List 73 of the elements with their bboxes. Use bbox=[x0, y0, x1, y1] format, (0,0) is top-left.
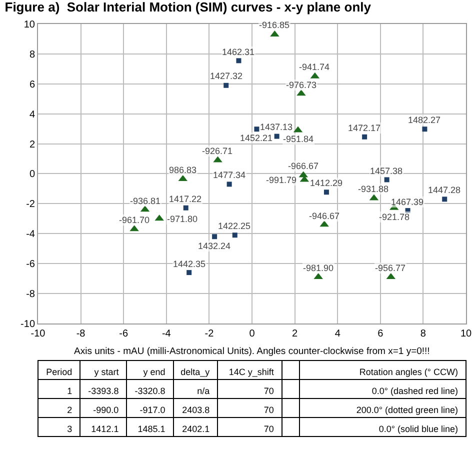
chart-title: Figure a) Solar Interial Motion (SIM) curves - x-y plane only bbox=[4, 0, 372, 14]
point bbox=[422, 126, 428, 132]
y-tick-label: 8 bbox=[29, 49, 36, 60]
y-tick-label: 6 bbox=[29, 79, 36, 90]
annotation: -936.81 bbox=[130, 196, 161, 206]
annotation: -976.73 bbox=[286, 80, 317, 90]
annotation: 1452.21 bbox=[240, 133, 273, 143]
annotation: 1442.35 bbox=[173, 259, 206, 269]
point bbox=[183, 205, 188, 210]
point bbox=[254, 126, 260, 132]
annotation: 1457.38 bbox=[370, 166, 403, 176]
annotation: 1462.31 bbox=[222, 47, 255, 57]
x-tick-label: -6 bbox=[119, 328, 128, 340]
y-tick-label: 0 bbox=[29, 169, 36, 180]
annotation: -971.80 bbox=[167, 214, 198, 224]
x-tick-label: -2 bbox=[204, 328, 214, 340]
annotation: 1467.39 bbox=[391, 197, 424, 207]
annotation: 1417.22 bbox=[169, 194, 202, 204]
x-tick-label: 10 bbox=[460, 328, 472, 340]
x-tick-label: -8 bbox=[76, 328, 86, 340]
point bbox=[232, 232, 238, 238]
x-tick-label: 6 bbox=[378, 328, 384, 340]
annotation: -961.70 bbox=[119, 215, 150, 225]
y-tick-label: -2 bbox=[26, 199, 36, 210]
y-tick-label: 2 bbox=[29, 139, 36, 150]
point bbox=[236, 58, 242, 64]
annotation: 1447.28 bbox=[428, 185, 461, 195]
annotation: -916.85 bbox=[259, 20, 290, 30]
point bbox=[405, 208, 410, 214]
annotation: -946.67 bbox=[309, 211, 340, 221]
x-tick-label: 0 bbox=[249, 328, 256, 340]
annotation: 1412.29 bbox=[310, 178, 343, 188]
annotation: -981.90 bbox=[303, 263, 334, 273]
point bbox=[384, 177, 390, 182]
point bbox=[224, 82, 229, 88]
text: 3 1412.1 1485.1 2402.1 70 0.0° (solid blue line) bbox=[67, 424, 458, 434]
text: 1 -3393.8 -3320.8 n/a 70 0.0° (dashed red line) bbox=[67, 386, 458, 396]
annotation: -991.79 bbox=[266, 175, 297, 185]
annotation: 1432.24 bbox=[198, 241, 231, 251]
annotation: 1422.25 bbox=[218, 221, 251, 231]
point bbox=[226, 182, 232, 187]
x-tick-label: -4 bbox=[162, 328, 172, 340]
point bbox=[212, 234, 218, 240]
y-tick-label: 10 bbox=[24, 20, 36, 30]
text: 2 -990.0 -917.0 2403.8 70 200.0° (dotted green line) bbox=[67, 405, 458, 416]
point bbox=[362, 134, 368, 140]
x-tick-label: 4 bbox=[334, 328, 341, 340]
y-tick-label: 4 bbox=[29, 109, 36, 120]
point bbox=[274, 134, 280, 139]
y-tick-label: -6 bbox=[26, 259, 36, 270]
x-tick-label: 2 bbox=[292, 328, 298, 340]
x-tick-label: 8 bbox=[420, 328, 426, 340]
annotation: -956.77 bbox=[375, 263, 406, 273]
annotation: 1472.17 bbox=[348, 123, 381, 133]
annotation: -926.71 bbox=[202, 146, 233, 156]
y-tick-label: -8 bbox=[26, 289, 36, 300]
text: Period y start y end delta_y 14C y_shift Rotation angles (° CCW) bbox=[46, 367, 458, 378]
annotation: -931.88 bbox=[358, 184, 389, 194]
y-tick-label: -4 bbox=[26, 229, 36, 240]
point bbox=[442, 196, 448, 202]
annotation: 1477.34 bbox=[213, 170, 246, 180]
y-tick-label: -10 bbox=[20, 318, 36, 330]
point bbox=[324, 190, 329, 195]
annotation: 1482.27 bbox=[408, 115, 441, 125]
annotation: 1437.13 bbox=[260, 122, 293, 132]
point bbox=[186, 270, 192, 276]
annotation: -966.67 bbox=[288, 161, 319, 171]
annotation: 986.83 bbox=[169, 165, 197, 175]
annotation: -921.78 bbox=[379, 212, 410, 222]
annotation: 1427.32 bbox=[210, 71, 243, 81]
text: Axis units - mAU (milli-Astronomical Units). Angles counter-clockwise from x=1 y=0!!! bbox=[74, 346, 430, 357]
annotation: -951.84 bbox=[283, 134, 314, 144]
annotation: -941.74 bbox=[299, 62, 330, 72]
